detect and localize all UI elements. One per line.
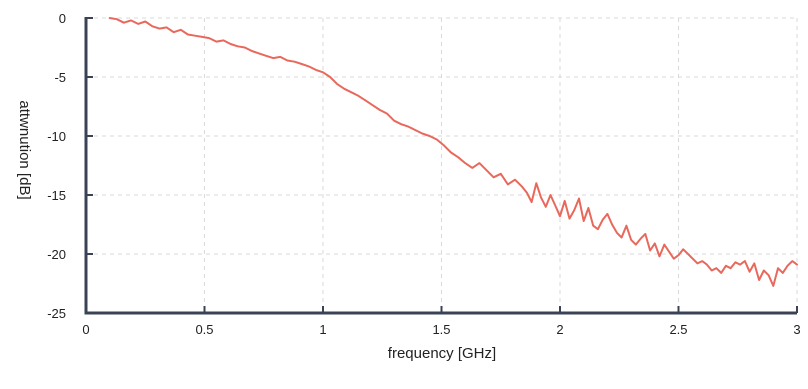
x-tick-label: 3 bbox=[793, 322, 800, 337]
y-tick-label: 0 bbox=[59, 11, 66, 26]
x-ticks: 0 0.5 1 1.5 2 2.5 3 bbox=[82, 306, 801, 337]
x-tick-label: 1.5 bbox=[432, 322, 450, 337]
x-tick-label: 2 bbox=[556, 322, 563, 337]
x-tick-label: 2.5 bbox=[669, 322, 687, 337]
x-axis-label: frequency [GHz] bbox=[388, 345, 496, 362]
series-line bbox=[108, 17, 798, 287]
y-tick-label: -10 bbox=[47, 129, 66, 144]
grid bbox=[86, 17, 798, 313]
x-tick-label: 1 bbox=[319, 322, 326, 337]
y-tick-label: -15 bbox=[47, 188, 66, 203]
y-tick-label: -5 bbox=[54, 70, 66, 85]
x-tick-label: 0 bbox=[82, 322, 89, 337]
x-tick-label: 0.5 bbox=[195, 322, 213, 337]
y-tick-label: -20 bbox=[47, 247, 66, 262]
y-ticks: 0 -5 -10 -15 -20 -25 bbox=[47, 11, 93, 321]
y-axis-label: attwnution [dB] bbox=[16, 100, 33, 199]
series-layer bbox=[108, 17, 798, 287]
axes bbox=[84, 17, 797, 315]
y-tick-label: -25 bbox=[47, 306, 66, 321]
